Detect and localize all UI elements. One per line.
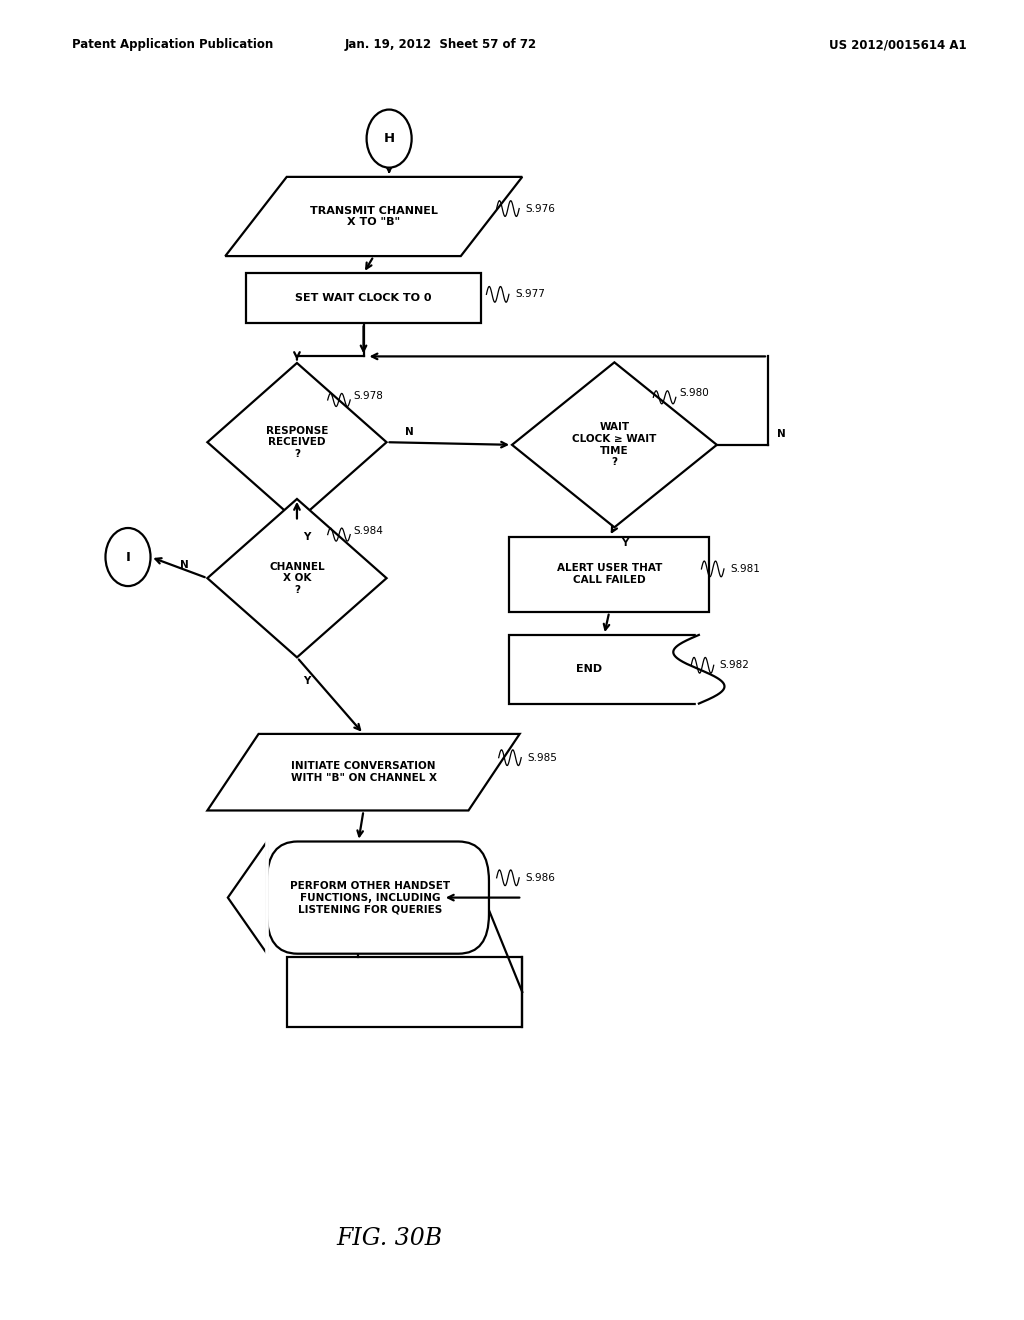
Polygon shape [207,734,519,810]
Polygon shape [227,842,267,953]
Text: S.984: S.984 [353,525,383,536]
Circle shape [367,110,412,168]
Polygon shape [512,362,717,527]
Polygon shape [207,499,386,657]
Text: N: N [404,426,414,437]
Text: ALERT USER THAT
CALL FAILED: ALERT USER THAT CALL FAILED [557,564,662,585]
Text: S.980: S.980 [679,388,709,399]
Text: S.978: S.978 [353,391,383,401]
Text: S.986: S.986 [525,873,555,883]
Text: END: END [575,664,602,675]
Text: Y: Y [621,539,629,548]
Text: CHANNEL
X OK
?: CHANNEL X OK ? [269,561,325,595]
Text: S.977: S.977 [515,289,545,300]
Text: Y: Y [303,676,311,686]
FancyBboxPatch shape [267,842,489,953]
Text: N: N [180,560,189,570]
Polygon shape [225,177,522,256]
Text: S.985: S.985 [527,752,557,763]
Text: Jan. 19, 2012  Sheet 57 of 72: Jan. 19, 2012 Sheet 57 of 72 [344,38,537,51]
Text: RESPONSE
RECEIVED
?: RESPONSE RECEIVED ? [266,425,328,459]
FancyBboxPatch shape [509,635,698,704]
Text: Y: Y [303,532,311,543]
Text: Patent Application Publication: Patent Application Publication [72,38,273,51]
Text: US 2012/0015614 A1: US 2012/0015614 A1 [829,38,967,51]
Text: S.981: S.981 [730,564,760,574]
Text: INITIATE CONVERSATION
WITH "B" ON CHANNEL X: INITIATE CONVERSATION WITH "B" ON CHANNE… [291,762,436,783]
FancyBboxPatch shape [509,536,709,612]
Text: PERFORM OTHER HANDSET
FUNCTIONS, INCLUDING
LISTENING FOR QUERIES: PERFORM OTHER HANDSET FUNCTIONS, INCLUDI… [290,880,451,915]
Circle shape [105,528,151,586]
Text: N: N [777,429,785,440]
Text: S.976: S.976 [525,203,555,214]
Text: TRANSMIT CHANNEL
X TO "B": TRANSMIT CHANNEL X TO "B" [310,206,437,227]
Text: I: I [126,550,130,564]
Polygon shape [207,363,386,521]
FancyBboxPatch shape [246,273,481,323]
Text: WAIT
CLOCK ≥ WAIT
TIME
?: WAIT CLOCK ≥ WAIT TIME ? [572,422,656,467]
Text: S.982: S.982 [720,660,750,671]
Text: H: H [384,132,394,145]
Text: FIG. 30B: FIG. 30B [336,1226,442,1250]
Text: SET WAIT CLOCK TO 0: SET WAIT CLOCK TO 0 [295,293,432,304]
